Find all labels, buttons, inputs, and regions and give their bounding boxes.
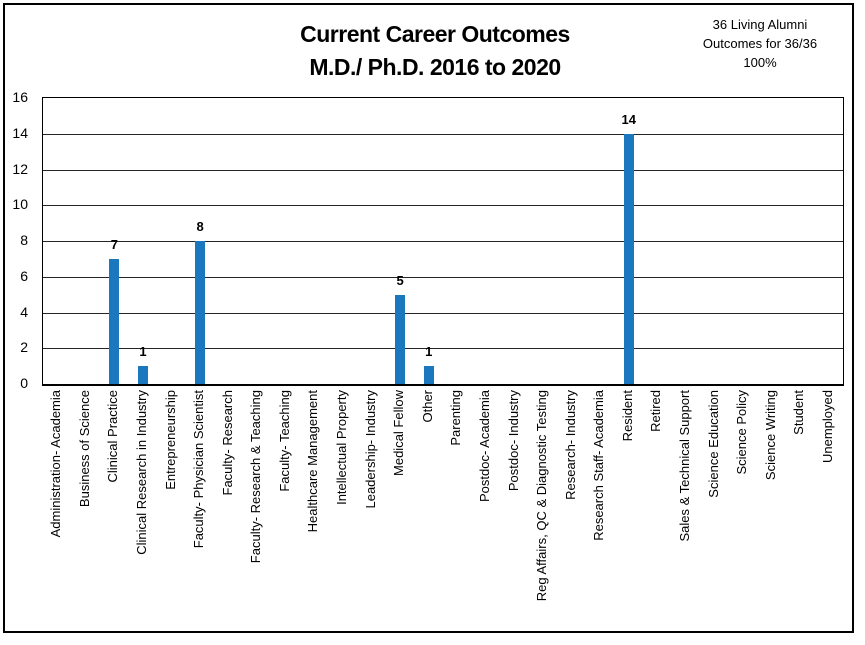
x-axis-label: Faculty- Research & Teaching <box>248 390 264 564</box>
y-axis-label: 8 <box>20 232 28 248</box>
chart-border <box>3 3 854 633</box>
x-axis-label: Leadership- Industry <box>362 390 378 509</box>
y-axis-label: 10 <box>12 196 28 213</box>
y-axis-label: 6 <box>20 267 28 284</box>
x-axis-label: Parenting <box>448 390 464 446</box>
x-axis-label-cell: Leadership- Industry <box>356 390 385 638</box>
x-axis-label-cell: Entrepreneurship <box>156 390 185 638</box>
x-axis-label-cell: Other <box>414 390 443 638</box>
x-axis-label: Clinical Research in Industry <box>134 390 150 555</box>
gridline <box>43 312 843 314</box>
x-axis-label: Clinical Practice <box>105 390 121 483</box>
x-axis-label: Other <box>419 390 435 423</box>
bar-value-label: 1 <box>425 344 433 360</box>
bar <box>195 241 206 384</box>
x-axis-label-cell: Faculty- Teaching <box>271 390 300 638</box>
annotation-line1: 36 Living Alumni <box>712 17 808 32</box>
x-axis: Administration- Academia Business of Scie… <box>42 390 842 638</box>
x-axis-label: Research Staff- Academia <box>591 390 607 541</box>
y-axis-label: 0 <box>20 375 28 391</box>
x-axis-label-cell: Intellectual Property <box>328 390 357 638</box>
y-axis-label: 16 <box>12 89 28 105</box>
x-axis-label-cell: Reg Affairs, QC & Diagnostic Testing <box>528 390 557 638</box>
x-axis-label: Sales & Technical Support <box>677 390 692 542</box>
x-axis-label: Science Writing <box>762 390 778 481</box>
alumni-annotation: 36 Living Alumni Outcomes for 36/36 100% <box>675 15 845 72</box>
x-axis-label-cell: Clinical Research in Industry <box>128 390 157 638</box>
gridline <box>43 133 843 135</box>
x-axis-label: Administration- Academia <box>48 390 64 538</box>
x-axis-label-cell: Unemployed <box>814 390 843 638</box>
y-axis-label: 14 <box>12 124 28 141</box>
bar <box>423 366 434 384</box>
y-axis-label: 2 <box>20 339 28 356</box>
x-axis-label-cell: Business of Science <box>71 390 100 638</box>
x-axis-label-cell: Faculty- Research & Teaching <box>242 390 271 638</box>
chart-title-line1: Current Career Outcomes <box>300 21 570 47</box>
annotation-line2: Outcomes for 36/36 <box>702 36 818 51</box>
gridline <box>43 241 843 242</box>
x-axis-label: Reg Affairs, QC & Diagnostic Testing <box>534 390 550 602</box>
x-axis-label-cell: Retired <box>642 390 671 638</box>
x-axis-label-cell: Clinical Practice <box>99 390 128 638</box>
x-axis-label: Science Education <box>705 390 721 498</box>
x-axis-label-cell: Medical Fellow <box>385 390 414 638</box>
chart-title-line2: M.D./ Ph.D. 2016 to 2020 <box>309 54 561 80</box>
x-axis-label: Entrepreneurship <box>162 390 178 490</box>
bar <box>395 294 406 384</box>
bar-value-label: 14 <box>621 111 636 127</box>
x-axis-label-cell: Postdoc- Industry <box>499 390 528 638</box>
x-axis-label-cell: Parenting <box>442 390 471 638</box>
x-axis-label: Postdoc- Industry <box>505 390 521 492</box>
x-axis-label: Student <box>791 390 807 435</box>
bar-value-label: 5 <box>396 272 404 288</box>
bar-value-label: 1 <box>139 344 147 360</box>
plot-area: 7 1 8 5 1 14 <box>42 97 844 386</box>
x-axis-label: Science Policy <box>734 390 750 475</box>
chart-title: Current Career Outcomes M.D./ Ph.D. 2016… <box>225 18 645 84</box>
bar <box>109 258 120 384</box>
bar <box>138 366 148 384</box>
x-axis-label-cell: Faculty- Research <box>213 390 242 638</box>
x-axis-label: Retired <box>648 390 664 432</box>
x-axis-label: Unemployed <box>819 390 835 463</box>
gridline <box>43 348 843 350</box>
x-axis-label-cell: Faculty- Physician Scientist <box>185 390 214 638</box>
x-axis-label-cell: Resident <box>614 390 643 638</box>
x-axis-label: Faculty- Teaching <box>276 390 292 492</box>
bar <box>623 133 634 384</box>
x-axis-label: Faculty- Physician Scientist <box>191 390 207 549</box>
x-axis-label-cell: Healthcare Management <box>299 390 328 638</box>
x-axis-label-cell: Sales & Technical Support <box>671 390 700 638</box>
x-axis-label: Faculty- Research <box>219 390 235 496</box>
x-axis-label-cell: Research- Industry <box>556 390 585 638</box>
x-axis-label-cell: Administration- Academia <box>42 390 71 638</box>
gridline <box>43 276 843 278</box>
y-axis-label: 12 <box>12 160 28 177</box>
x-axis-label: Postdoc- Academia <box>476 390 492 503</box>
bar-value-label: 8 <box>196 219 204 234</box>
x-axis-label: Business of Science <box>76 390 92 508</box>
y-axis: 0 2 4 6 8 10 12 14 16 <box>0 89 34 391</box>
gridline <box>43 169 843 171</box>
x-axis-label-cell: Science Education <box>699 390 728 638</box>
x-axis-label-cell: Science Writing <box>756 390 785 638</box>
x-axis-label: Research- Industry <box>562 390 578 500</box>
x-axis-label: Resident <box>619 390 635 442</box>
x-axis-label: Intellectual Property <box>334 390 350 505</box>
bar-value-label: 7 <box>110 236 119 252</box>
x-axis-label-cell: Research Staff- Academia <box>585 390 614 638</box>
x-axis-label-cell: Science Policy <box>728 390 757 638</box>
y-axis-label: 4 <box>20 303 28 320</box>
gridline <box>43 205 843 207</box>
x-axis-label-cell: Postdoc- Academia <box>471 390 500 638</box>
x-axis-label-cell: Student <box>785 390 814 638</box>
annotation-line3: 100% <box>743 55 777 70</box>
x-axis-label: Medical Fellow <box>391 390 407 476</box>
x-axis-label: Healthcare Management <box>305 390 321 533</box>
